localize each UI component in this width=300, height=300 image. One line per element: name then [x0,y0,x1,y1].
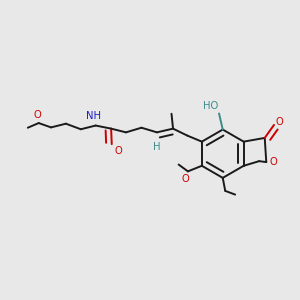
Text: H: H [153,142,161,152]
Text: HO: HO [203,101,218,111]
Text: O: O [33,110,41,120]
Text: O: O [182,174,189,184]
Text: NH: NH [86,111,101,121]
Text: O: O [276,117,283,127]
Text: O: O [114,146,122,156]
Text: O: O [270,157,278,167]
